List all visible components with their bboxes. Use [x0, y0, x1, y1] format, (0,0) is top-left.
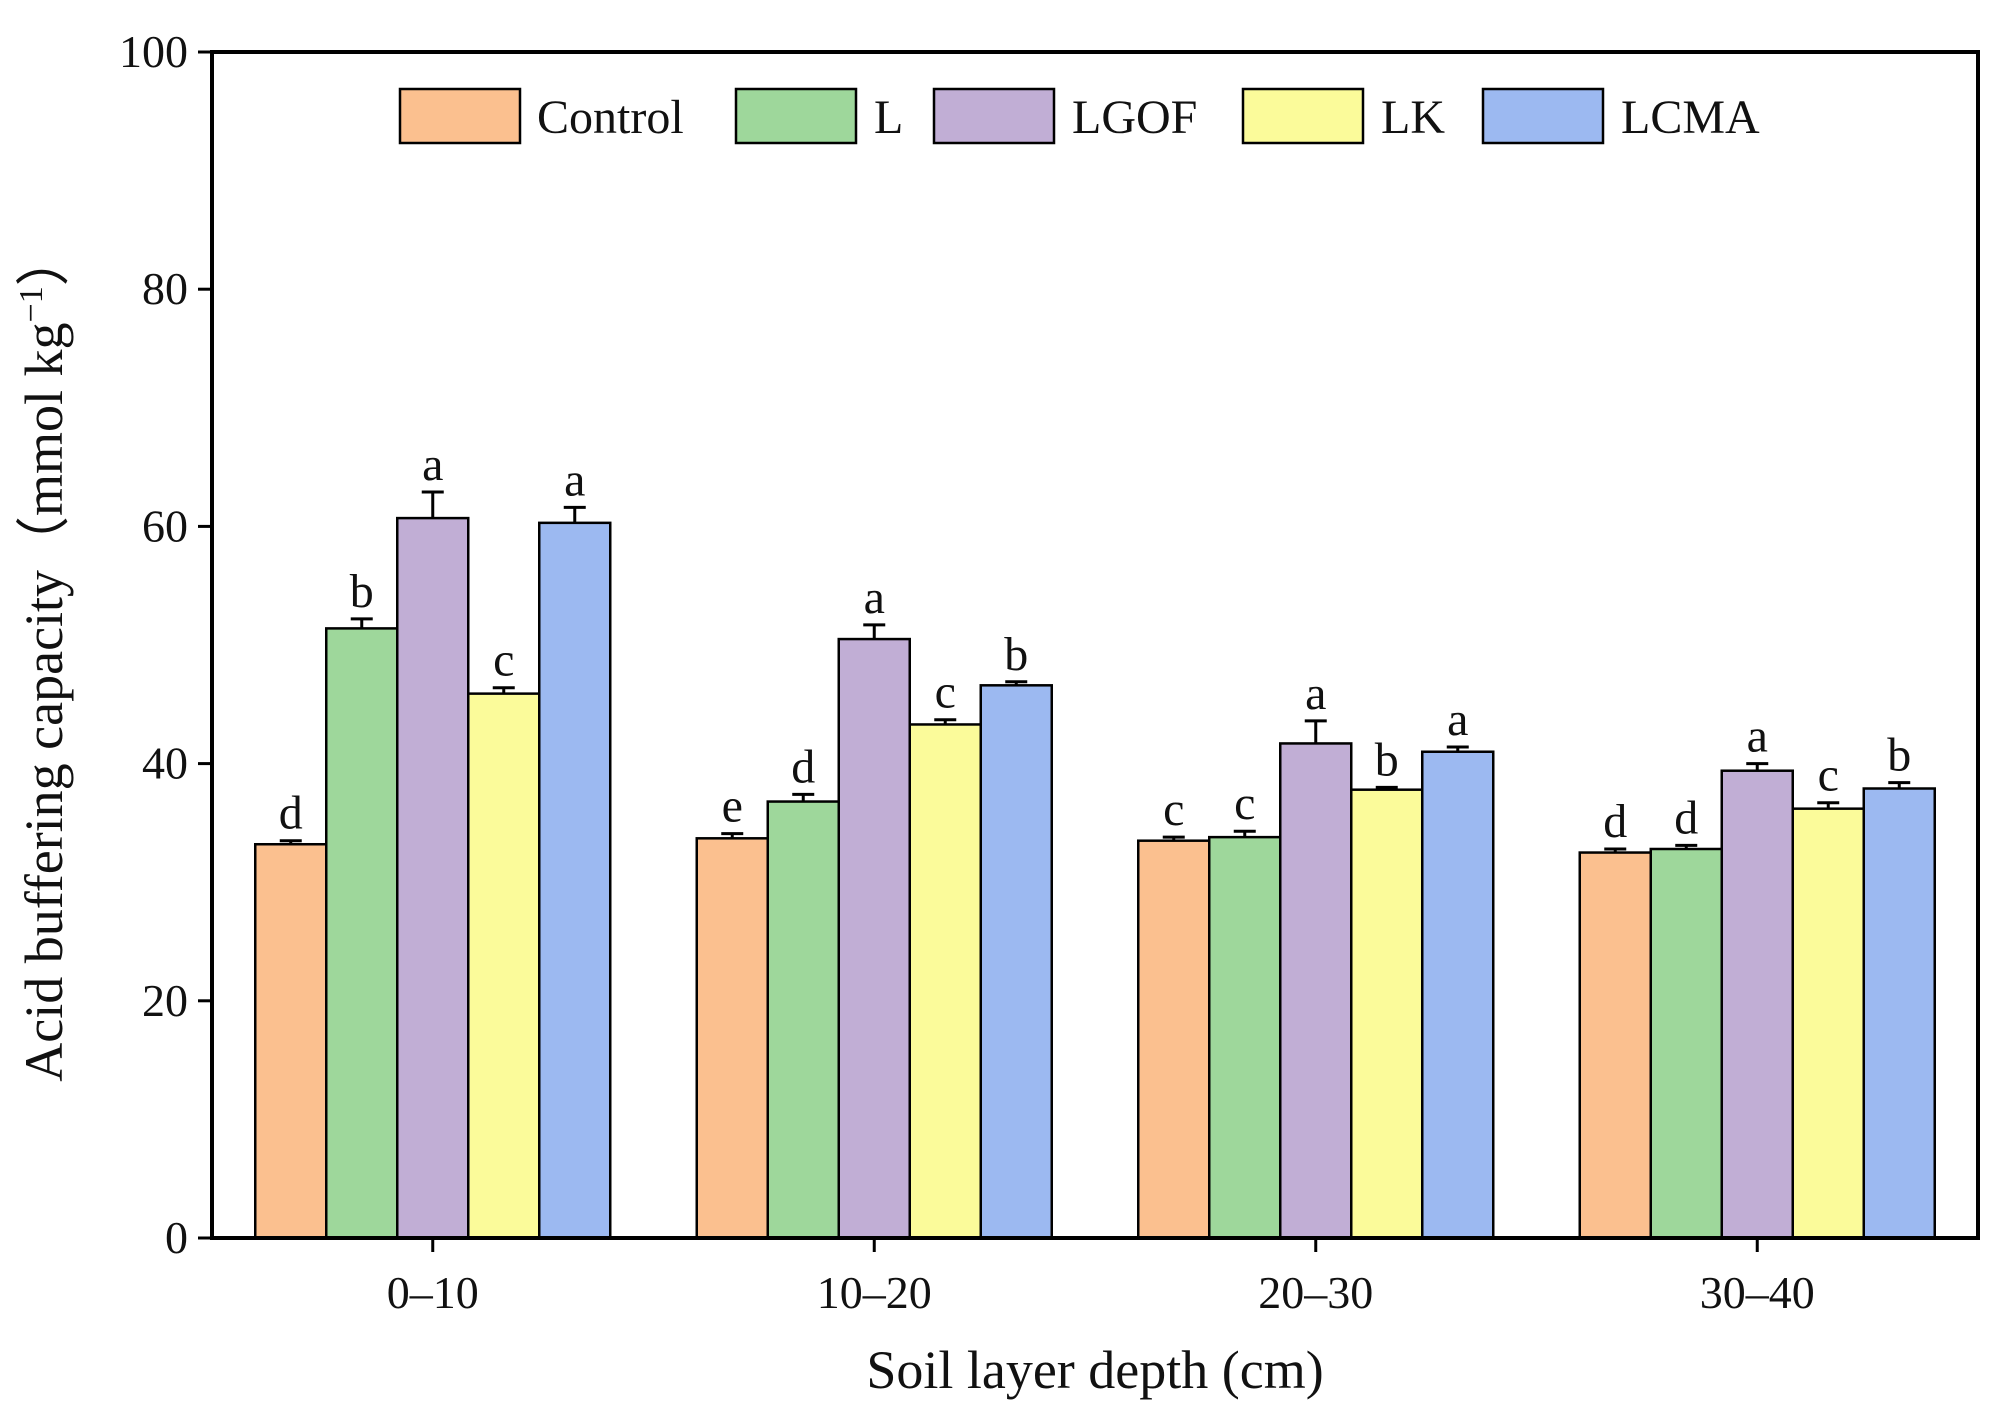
bar-control-1: [254, 842, 328, 1240]
significance-letter: d: [279, 787, 303, 840]
bar-lcma-3: [1421, 750, 1495, 1240]
bar-lk-1: [467, 692, 541, 1240]
y-axis-title-close: ）: [14, 232, 74, 286]
bars-layer: [254, 516, 1936, 1240]
significance-letter: b: [1887, 729, 1911, 782]
significance-letter: a: [564, 453, 585, 506]
y-tick-label: 20: [142, 975, 188, 1026]
bar-lk-4: [1791, 807, 1865, 1240]
plot-frame: [210, 50, 1980, 1240]
significance-letter: a: [864, 571, 885, 624]
bar-lk-2: [908, 723, 982, 1240]
significance-letter: c: [493, 634, 514, 687]
legend-swatch-lgof: [932, 87, 1056, 145]
legend-label-lk: LK: [1381, 91, 1445, 144]
significance-letter: a: [1447, 693, 1468, 746]
significance-letter: c: [1818, 749, 1839, 802]
significance-letter: c: [935, 666, 956, 719]
bar-control-2: [695, 837, 769, 1240]
bar-lgof-3: [1279, 742, 1353, 1240]
x-tick-label: 20–30: [1258, 1267, 1373, 1318]
bar-control-3: [1137, 839, 1211, 1240]
x-tick-label: 0–10: [387, 1267, 479, 1318]
bar-lgof-2: [837, 637, 911, 1240]
bar-l-3: [1208, 835, 1282, 1240]
legend-swatch-lk: [1241, 87, 1365, 145]
y-tick-label: 0: [165, 1212, 188, 1263]
y-tick-label: 60: [142, 500, 188, 551]
significance-letter: d: [1603, 795, 1627, 848]
legend: Control L LGOF LK LCMA: [398, 87, 1760, 145]
significance-letter: b: [350, 565, 374, 618]
x-axis-title: Soil layer depth (cm): [866, 1340, 1323, 1400]
legend-swatch-lcma: [1481, 87, 1605, 145]
x-axis-ticks: 0–10 10–20 20–30 30–40: [387, 1238, 1815, 1318]
legend-label-lcma: LCMA: [1621, 91, 1760, 144]
x-tick-label: 10–20: [817, 1267, 932, 1318]
bar-lk-3: [1350, 788, 1424, 1240]
y-axis-ticks: 0 20 40 60 80 100: [119, 26, 212, 1263]
bar-control-4: [1578, 851, 1652, 1240]
significance-letter: e: [722, 780, 743, 833]
legend-label-control: Control: [537, 91, 684, 144]
legend-swatch-l: [734, 87, 858, 145]
significance-letter: a: [422, 438, 443, 491]
y-axis-title: Acid buffering capacity（mmol kg−1）: [13, 232, 74, 1081]
y-tick-label: 40: [142, 738, 188, 789]
y-axis-title-superscript: −1: [13, 286, 50, 322]
y-tick-label: 100: [119, 26, 188, 77]
bar-l-4: [1649, 847, 1723, 1240]
bar-lcma-1: [538, 521, 612, 1240]
legend-label-lgof: LGOF: [1072, 91, 1197, 144]
bar-lcma-2: [979, 684, 1053, 1240]
significance-letter: c: [1234, 777, 1255, 830]
significance-letter: b: [1004, 628, 1028, 681]
bar-lcma-4: [1862, 787, 1936, 1240]
bar-l-1: [325, 627, 399, 1240]
bar-l-2: [766, 800, 840, 1240]
bar-lgof-4: [1720, 769, 1794, 1240]
y-tick-label: 80: [142, 263, 188, 314]
legend-swatch-control: [398, 87, 522, 145]
significance-letter: b: [1375, 733, 1399, 786]
significance-letter: d: [1674, 791, 1698, 844]
significance-letter: d: [791, 740, 815, 793]
bar-lgof-1: [396, 516, 470, 1240]
significance-letter: c: [1163, 783, 1184, 836]
significance-letter: a: [1747, 710, 1768, 763]
error-bars-layer: [279, 490, 1911, 853]
significance-letter: a: [1305, 667, 1326, 720]
legend-label-l: L: [874, 91, 903, 144]
y-axis-title-main: Acid buffering capacity（mmol kg: [14, 322, 74, 1081]
x-tick-label: 30–40: [1700, 1267, 1815, 1318]
